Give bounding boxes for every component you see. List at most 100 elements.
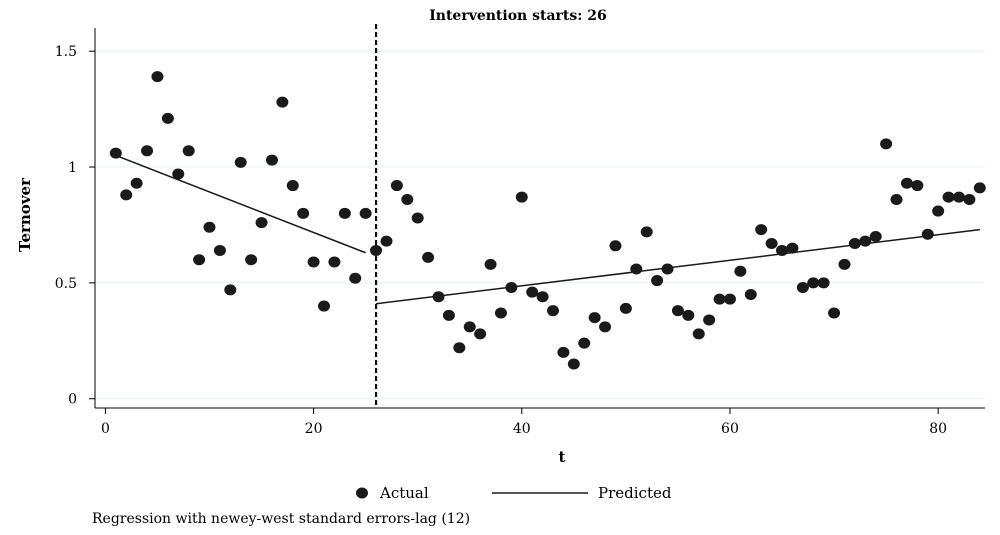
actual-point — [557, 346, 570, 358]
actual-point — [463, 321, 476, 333]
actual-point — [547, 305, 560, 317]
actual-point — [120, 189, 133, 201]
y-tick-label: 1 — [68, 160, 77, 176]
actual-point — [307, 256, 320, 268]
predicted-series — [115, 154, 980, 305]
actual-point — [932, 205, 945, 217]
actual-series — [109, 71, 986, 370]
actual-point — [880, 138, 893, 150]
actual-point — [567, 358, 580, 370]
legend-predicted-label: Predicted — [598, 484, 672, 502]
actual-point — [640, 226, 653, 238]
actual-point — [359, 207, 372, 219]
predicted-segment — [115, 154, 366, 254]
actual-point — [942, 191, 955, 203]
actual-point — [130, 177, 143, 189]
actual-point — [401, 193, 414, 205]
ticks: 0 0.5 1 1.5 0 20 40 60 80 — [55, 44, 947, 437]
predicted-segment — [375, 228, 980, 305]
actual-point — [765, 237, 778, 249]
actual-point — [536, 291, 549, 303]
actual-point — [776, 244, 789, 256]
actual-point — [838, 258, 851, 270]
actual-point — [911, 180, 924, 192]
y-tick-label: 0.5 — [55, 276, 77, 292]
actual-point — [432, 291, 445, 303]
actual-point — [869, 231, 882, 243]
actual-point — [161, 112, 174, 124]
actual-point — [692, 328, 705, 340]
actual-point — [245, 254, 258, 266]
x-tick-label: 0 — [101, 421, 110, 437]
actual-point — [952, 191, 965, 203]
legend-actual-marker — [356, 487, 368, 499]
legend: Actual Predicted — [356, 484, 672, 502]
actual-point — [203, 221, 216, 233]
actual-point — [848, 237, 861, 249]
actual-point — [671, 305, 684, 317]
actual-point — [630, 263, 643, 275]
actual-point — [973, 182, 986, 194]
actual-point — [526, 286, 539, 298]
actual-point — [651, 275, 664, 287]
actual-point — [599, 321, 612, 333]
actual-point — [151, 71, 164, 83]
actual-point — [286, 180, 299, 192]
actual-point — [828, 307, 841, 319]
actual-point — [505, 282, 518, 294]
actual-point — [900, 177, 913, 189]
actual-point — [588, 312, 601, 324]
actual-point — [276, 96, 289, 108]
actual-point — [734, 265, 747, 277]
actual-point — [422, 251, 435, 263]
actual-point — [109, 147, 122, 159]
grid-lines — [95, 50, 985, 400]
footnote: Regression with newey-west standard erro… — [92, 511, 470, 527]
x-tick-label: 80 — [929, 421, 947, 437]
actual-point — [578, 337, 591, 349]
actual-point — [807, 277, 820, 289]
x-tick-label: 40 — [513, 421, 531, 437]
actual-point — [328, 256, 341, 268]
actual-point — [744, 288, 757, 300]
actual-point — [921, 228, 934, 240]
actual-point — [817, 277, 830, 289]
actual-point — [411, 212, 424, 224]
actual-point — [963, 193, 976, 205]
y-axis-label: Ternover — [16, 177, 34, 252]
actual-point — [786, 242, 799, 254]
x-tick-label: 20 — [305, 421, 323, 437]
actual-point — [619, 302, 632, 314]
x-axis-label: t — [559, 448, 566, 466]
actual-point — [172, 168, 185, 180]
actual-point — [682, 309, 695, 321]
actual-point — [755, 224, 768, 236]
y-tick-label: 0 — [68, 392, 77, 408]
actual-point — [234, 156, 247, 168]
actual-point — [213, 244, 226, 256]
actual-point — [609, 240, 622, 252]
y-tick-label: 1.5 — [55, 44, 77, 60]
actual-point — [255, 217, 268, 229]
actual-point — [141, 145, 154, 157]
actual-point — [494, 307, 507, 319]
axes — [94, 28, 985, 409]
chart-title: Intervention starts: 26 — [429, 8, 607, 24]
actual-point — [453, 342, 466, 354]
actual-point — [890, 193, 903, 205]
actual-point — [349, 272, 362, 284]
actual-point — [182, 145, 195, 157]
actual-point — [318, 300, 331, 312]
actual-point — [796, 282, 809, 294]
actual-point — [370, 244, 383, 256]
actual-point — [713, 293, 726, 305]
actual-point — [297, 207, 310, 219]
actual-point — [474, 328, 487, 340]
actual-point — [661, 263, 674, 275]
actual-point — [193, 254, 206, 266]
actual-point — [442, 309, 455, 321]
actual-point — [723, 293, 736, 305]
legend-actual-label: Actual — [379, 484, 429, 502]
actual-point — [338, 207, 351, 219]
